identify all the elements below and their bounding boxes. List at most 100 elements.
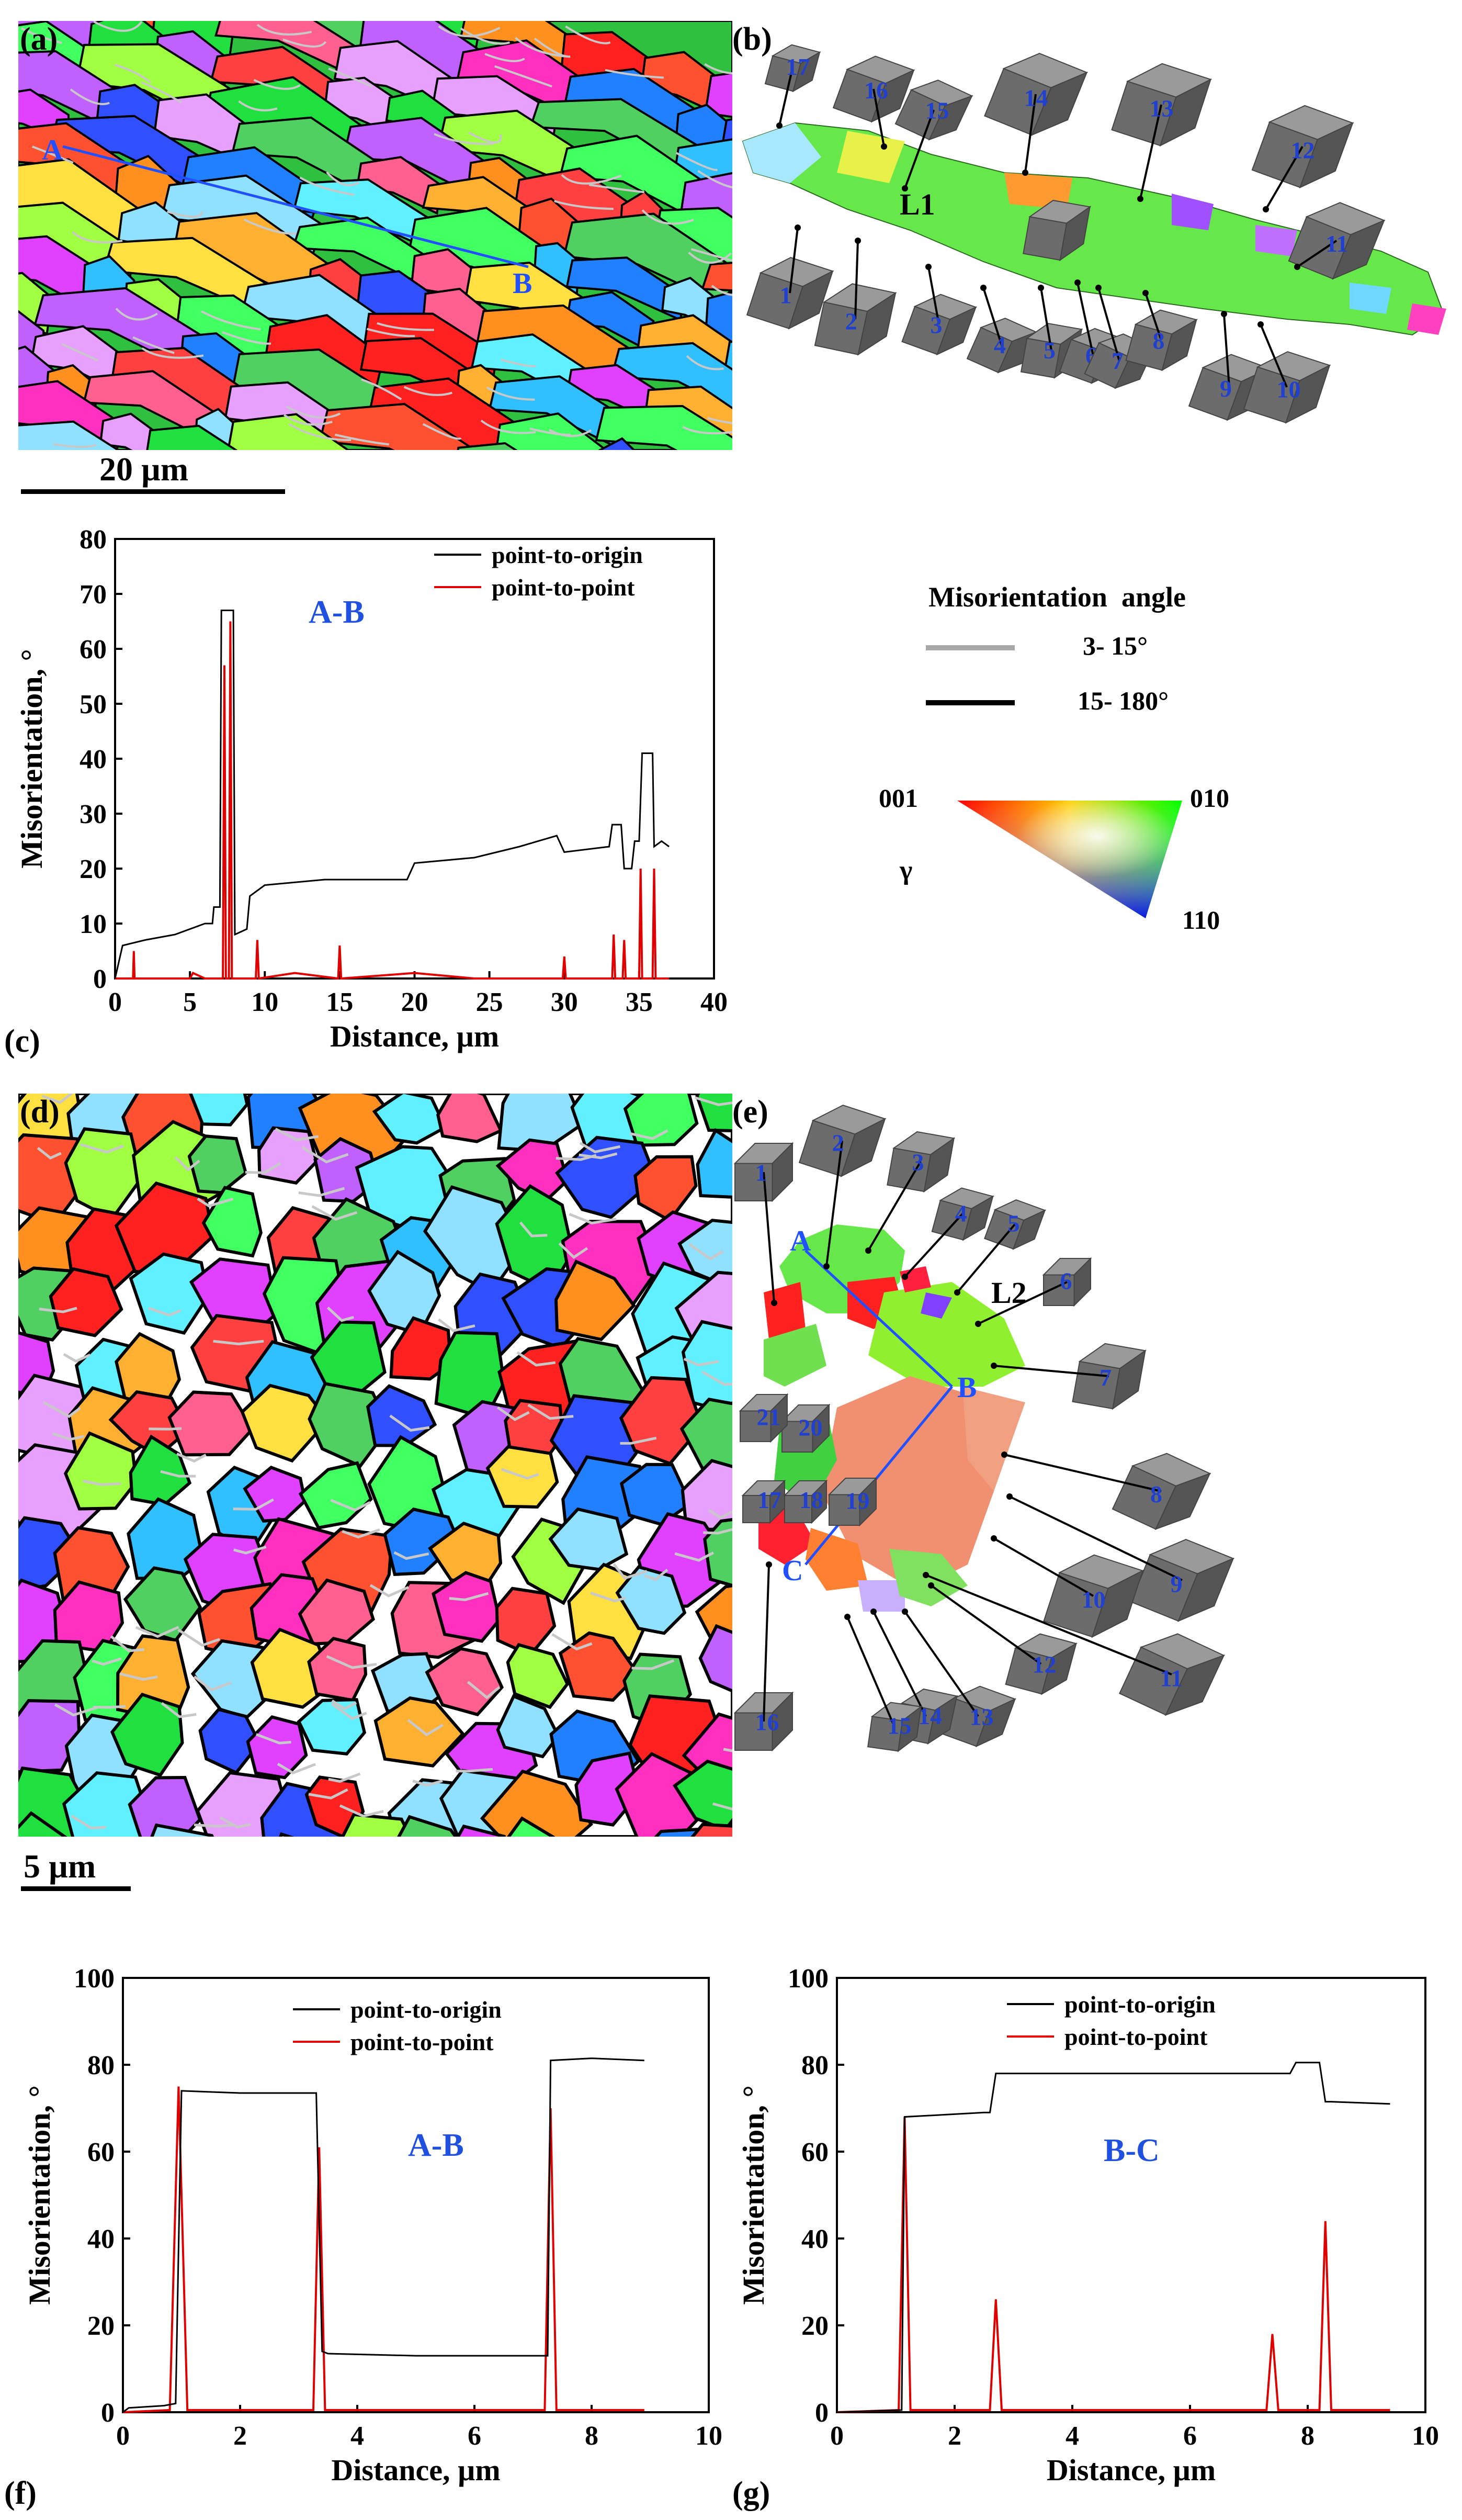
low-angle-boundary: [701, 1370, 732, 1386]
low-angle-boundary: [176, 1453, 207, 1463]
low-angle-boundary: [366, 328, 415, 338]
green-grain-bottom: [889, 1549, 968, 1606]
low-angle-boundary: [683, 1357, 719, 1367]
orientation-cube-8: 8: [1125, 290, 1198, 372]
cube-label: 12: [1291, 137, 1315, 164]
low-angle-boundary: [412, 1780, 443, 1787]
low-angle-boundary: [561, 174, 622, 185]
orientation-cube-2: 2: [814, 238, 897, 356]
grain-d: [298, 1461, 373, 1530]
legend-entry: point-to-origin: [1064, 1991, 1216, 2018]
low-angle-boundary: [326, 171, 360, 186]
low-angle-boundary: [369, 1584, 410, 1598]
grain-a: [18, 420, 120, 450]
low-angle-boundary: [554, 200, 614, 210]
orientation-cube-3: 3: [901, 264, 978, 356]
y-tick-label: 80: [87, 2051, 115, 2080]
orientation-cube-14: 14: [984, 52, 1089, 176]
series-line-point-to-origin: [114, 610, 670, 979]
orientation-cube-20: 20: [780, 1403, 831, 1454]
ipf-gamma-label: γ: [899, 856, 912, 885]
cube-label: 12: [1033, 1651, 1057, 1678]
grain-d: [129, 1252, 210, 1335]
low-angle-boundary: [551, 1633, 593, 1651]
grain-d: [690, 1823, 732, 1837]
chart-annotation: A-B: [408, 2128, 464, 2163]
low-angle-boundary: [549, 429, 592, 437]
x-tick-label: 6: [1183, 2421, 1197, 2451]
low-angle-boundary: [141, 347, 204, 359]
x-tick-label: 0: [108, 987, 122, 1017]
y-tick-label: 50: [80, 690, 107, 719]
cube-label: 13: [970, 1704, 994, 1730]
orientation-cube-1: 1: [733, 1142, 794, 1306]
cube-label: 15: [888, 1713, 912, 1739]
scale-label-d: 5 µm: [24, 1848, 96, 1885]
low-angle-boundary: [119, 1672, 158, 1681]
y-tick-label: 20: [801, 2311, 829, 2341]
grain-d: [373, 1696, 465, 1768]
low-angle-boundary: [631, 1659, 675, 1670]
low-angle-boundary: [63, 1353, 91, 1363]
orientation-cube-12: 12: [1251, 105, 1354, 212]
low-angle-boundary: [694, 1096, 732, 1106]
green-grain-left: [764, 1324, 826, 1387]
legend-title: Misorientation angle: [928, 581, 1186, 613]
y-tick-label: 60: [80, 635, 107, 665]
low-angle-boundary: [54, 1703, 99, 1717]
grain-a: [595, 404, 732, 450]
orientation-cube-18: 18: [783, 1479, 828, 1524]
line-b-c-e: [804, 1386, 953, 1566]
x-tick-label: 8: [585, 2421, 598, 2451]
low-angle-boundary: [688, 1243, 724, 1261]
x-tick-label: 10: [1412, 2421, 1439, 2451]
low-angle-boundary: [41, 1094, 73, 1104]
plot-frame: [836, 1977, 1426, 2413]
low-angle-boundary: [674, 1551, 715, 1562]
x-tick-label: 0: [830, 2421, 844, 2451]
low-angle-boundary: [438, 25, 501, 37]
low-angle-boundary: [377, 322, 434, 331]
low-angle-boundary: [486, 386, 535, 401]
cube-label: 17: [757, 1487, 781, 1513]
cube-label: 17: [786, 53, 810, 80]
low-angle-boundary: [148, 1307, 182, 1317]
cube-label: 5: [1008, 1210, 1020, 1237]
series-line-point-to-origin: [122, 2057, 644, 2413]
low-angle-boundary: [393, 1551, 429, 1560]
line-label-l1: L1: [900, 187, 935, 221]
y-axis-label: Misorientation, °: [15, 649, 49, 868]
x-tick-label: 40: [700, 987, 728, 1017]
series-line-point-to-point: [122, 2086, 644, 2413]
cube-label: 3: [931, 312, 943, 339]
low-angle-boundary: [407, 1718, 444, 1737]
cube-label: 1: [755, 1160, 767, 1186]
low-angle-boundary: [213, 1340, 264, 1346]
low-angle-boundary: [221, 331, 271, 345]
low-angle-boundary: [286, 406, 341, 419]
legend-entry: point-to-point: [492, 574, 635, 601]
misorientation-legend: Misorientation angle 3- 15° 15- 180°: [921, 581, 1391, 738]
grain-a: [18, 380, 124, 450]
low-angle-boundary: [361, 378, 402, 400]
cube-label: 7: [1100, 1364, 1112, 1391]
x-tick-label: 15: [326, 987, 353, 1017]
low-angle-boundary: [527, 1403, 574, 1420]
cube-label: 4: [955, 1200, 967, 1227]
orientation-cube-2: 2: [798, 1105, 887, 1269]
low-angle-boundary: [468, 131, 502, 144]
low-angle-boundary: [579, 1152, 618, 1160]
low-angle-boundary: [93, 1705, 126, 1709]
orange-grain-large: [821, 1376, 1004, 1591]
low-angle-boundary: [52, 1432, 85, 1441]
low-angle-boundary: [245, 1162, 281, 1174]
low-angle-boundary: [311, 1205, 358, 1221]
x-tick-label: 30: [551, 987, 578, 1017]
large-green-grain: [868, 1282, 1025, 1387]
low-angle-boundary: [534, 38, 571, 58]
low-angle-boundary: [37, 1146, 62, 1160]
orange-grain-right: [962, 1387, 1025, 1491]
low-angle-boundary: [326, 1307, 354, 1322]
